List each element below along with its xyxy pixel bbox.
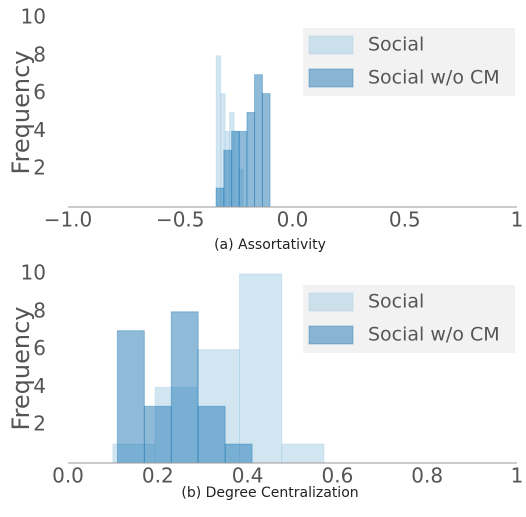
bar xyxy=(223,149,233,208)
y-tick-label: 4 xyxy=(33,118,46,142)
legend-label: Social xyxy=(368,291,424,313)
bar xyxy=(281,443,325,464)
bar xyxy=(116,330,145,464)
y-tick-label: 2 xyxy=(33,412,46,436)
legend-label: Social w/o CM xyxy=(368,324,500,346)
bar xyxy=(215,55,222,208)
x-tick-label: −0.5 xyxy=(156,208,205,232)
y-axis-label: Frequency xyxy=(7,51,35,175)
bar xyxy=(231,130,240,208)
legend-swatch xyxy=(308,325,354,345)
x-tick-label: 0.0 xyxy=(52,464,84,488)
x-tick-label: 0.2 xyxy=(142,464,174,488)
y-tick-label: 6 xyxy=(33,80,46,104)
bar xyxy=(254,74,263,208)
caption: (a) Assortativity xyxy=(214,237,326,253)
legend-swatch xyxy=(308,292,354,312)
y-tick-label: 10 xyxy=(21,261,46,285)
y-axis-label: Frequency xyxy=(7,307,35,431)
bar xyxy=(215,187,225,208)
legend-label: Social w/o CM xyxy=(368,67,500,89)
x-tick-label: 0.6 xyxy=(321,464,353,488)
bar xyxy=(197,405,226,464)
bar xyxy=(170,311,199,464)
y-tick-label: 8 xyxy=(33,298,46,322)
y-tick-label: 2 xyxy=(33,156,46,180)
bar xyxy=(261,93,271,208)
bar xyxy=(224,443,253,464)
x-tick-label: 1 xyxy=(511,208,524,232)
bar xyxy=(238,130,248,208)
bar xyxy=(239,273,283,464)
y-tick-label: 8 xyxy=(33,42,46,66)
y-tick-label: 6 xyxy=(33,336,46,360)
caption: (b) Degree Centralization xyxy=(181,485,358,501)
y-tick-label: 10 xyxy=(21,5,46,29)
x-tick-label: 0.0 xyxy=(277,208,309,232)
x-tick-label: −1.0 xyxy=(44,208,93,232)
x-tick-label: 0.4 xyxy=(232,464,264,488)
legend-label: Social xyxy=(368,34,424,56)
bar xyxy=(143,405,172,464)
x-tick-label: 0.5 xyxy=(389,208,421,232)
y-tick-label: 4 xyxy=(33,374,46,398)
bar xyxy=(246,112,256,208)
legend-swatch xyxy=(308,68,354,88)
x-tick-label: 1 xyxy=(511,464,524,488)
legend-swatch xyxy=(308,35,354,55)
x-tick-label: 0.8 xyxy=(411,464,443,488)
